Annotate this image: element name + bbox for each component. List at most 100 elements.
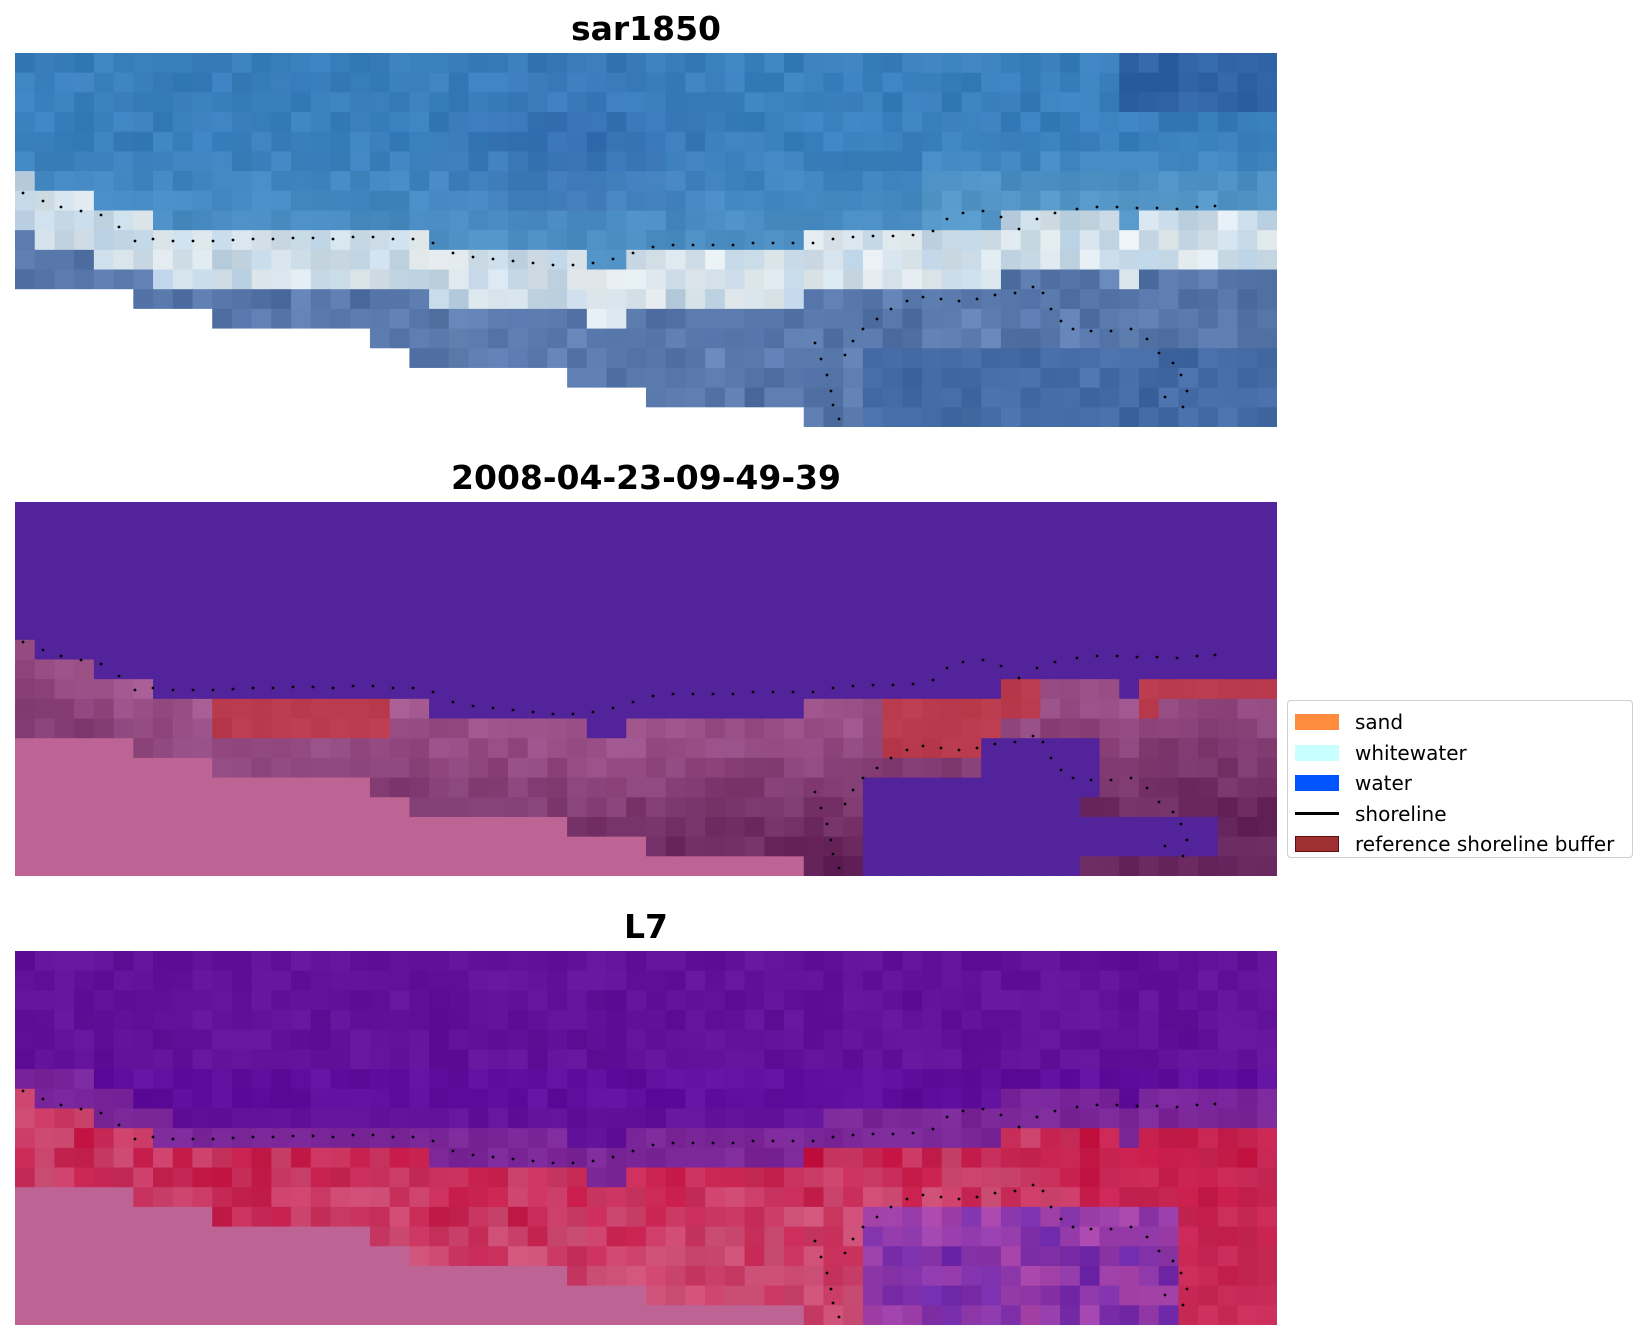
- pixel: [93, 521, 115, 542]
- pixel: [1000, 367, 1022, 389]
- pixel: [74, 679, 95, 700]
- pixel: [468, 1069, 489, 1090]
- pixel: [369, 970, 391, 991]
- pixel: [586, 502, 608, 523]
- pixel: [409, 1088, 430, 1110]
- pixel: [488, 659, 509, 680]
- pixel: [369, 112, 391, 133]
- pixel: [843, 1226, 864, 1247]
- pixel: [468, 659, 489, 680]
- pixel: [1237, 1010, 1258, 1031]
- pixel: [724, 1069, 746, 1090]
- pixel: [1099, 53, 1120, 74]
- water-swatch: [1295, 775, 1339, 792]
- pixel: [882, 1246, 903, 1267]
- pixel: [1158, 836, 1180, 857]
- pixel: [231, 856, 253, 876]
- shoreline-point: [59, 1103, 63, 1107]
- pixel: [567, 679, 588, 700]
- pixel: [172, 210, 194, 231]
- pixel: [231, 289, 253, 310]
- pixel: [389, 367, 410, 389]
- pixel: [567, 72, 588, 93]
- pixel: [784, 1029, 805, 1051]
- pixel: [922, 1069, 943, 1090]
- pixel: [15, 407, 36, 427]
- pixel: [547, 407, 568, 427]
- pixel: [586, 970, 608, 991]
- pixel: [1119, 639, 1140, 661]
- pixel: [153, 407, 174, 427]
- pixel: [803, 757, 825, 779]
- pixel: [113, 1226, 134, 1247]
- pixel: [1040, 951, 1061, 972]
- pixel: [192, 1010, 213, 1031]
- pixel: [1198, 816, 1219, 838]
- shoreline-point: [957, 748, 961, 752]
- pixel: [271, 1167, 292, 1188]
- pixel: [74, 990, 95, 1011]
- pixel: [409, 367, 430, 389]
- pixel: [369, 72, 391, 93]
- pixel: [724, 1029, 746, 1051]
- pixel: [606, 679, 627, 700]
- pixel: [941, 1265, 963, 1287]
- pixel: [744, 92, 765, 113]
- pixel: [724, 1226, 746, 1247]
- pixel: [1178, 92, 1199, 113]
- pixel: [310, 1226, 332, 1247]
- pixel: [961, 521, 982, 542]
- pixel: [1178, 836, 1199, 857]
- pixel: [350, 112, 371, 133]
- pixel: [369, 1265, 391, 1287]
- pixel: [705, 541, 726, 562]
- pixel: [1138, 72, 1160, 93]
- pixel: [685, 269, 706, 290]
- pixel: [665, 1206, 687, 1228]
- pixel: [1158, 1069, 1180, 1090]
- pixel: [369, 53, 391, 74]
- pixel: [350, 1108, 371, 1129]
- pixel: [626, 698, 647, 720]
- shoreline-point: [21, 1089, 25, 1093]
- pixel: [567, 1285, 588, 1306]
- pixel: [882, 757, 903, 779]
- pixel: [1217, 1265, 1239, 1287]
- pixel: [15, 1128, 36, 1149]
- pixel: [626, 1069, 647, 1090]
- pixel: [665, 190, 687, 212]
- pixel: [468, 521, 489, 542]
- pixel: [803, 698, 825, 720]
- shoreline-point: [1185, 1287, 1189, 1291]
- pixel: [1138, 639, 1160, 661]
- pixel: [764, 53, 785, 74]
- pixel: [902, 1305, 923, 1325]
- pixel: [468, 757, 489, 779]
- pixel: [1257, 1226, 1277, 1247]
- pixel: [961, 328, 982, 349]
- pixel: [212, 1226, 233, 1247]
- pixel: [133, 698, 154, 720]
- pixel: [1237, 1226, 1258, 1247]
- pixel: [369, 1285, 391, 1306]
- pixel: [823, 600, 844, 621]
- pixel: [153, 1187, 174, 1208]
- pixel: [231, 1265, 253, 1287]
- pixel: [823, 738, 844, 759]
- pixel: [1257, 1010, 1277, 1031]
- pixel: [409, 53, 430, 74]
- pixel: [93, 659, 115, 680]
- pixel: [1099, 738, 1120, 759]
- pixel: [1000, 1069, 1022, 1090]
- pixel: [153, 541, 174, 562]
- pixel: [330, 1147, 351, 1169]
- pixel: [626, 348, 647, 369]
- pixel: [1020, 757, 1041, 779]
- pixel: [1040, 620, 1061, 641]
- pixel: [212, 1305, 233, 1325]
- pixel: [153, 289, 174, 310]
- pixel: [291, 387, 312, 408]
- shoreline-point: [211, 239, 215, 243]
- shoreline-point: [691, 243, 695, 247]
- pixel: [93, 836, 115, 857]
